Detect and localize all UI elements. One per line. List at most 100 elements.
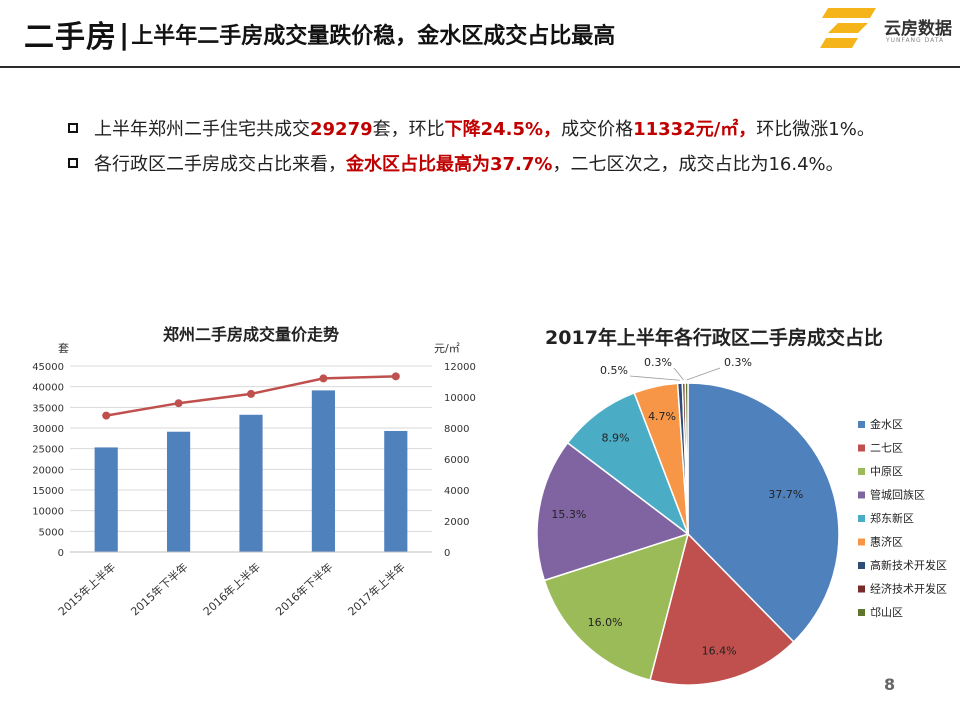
right-axis-tick-label: 10000 bbox=[444, 393, 476, 404]
section-title: 二手房 bbox=[24, 20, 117, 55]
legend-swatch bbox=[858, 585, 865, 593]
legend-swatch bbox=[858, 538, 865, 546]
left-axis-tick-label: 35000 bbox=[32, 403, 64, 414]
highlight-text: 金水区占比最高为37.7% bbox=[346, 154, 553, 175]
summary-bullet: 各行政区二手房成交占比来看，金水区占比最高为37.7%，二七区次之，成交占比为1… bbox=[64, 147, 904, 182]
left-axis-tick-label: 5000 bbox=[39, 527, 64, 538]
slice-data-label: 16.0% bbox=[588, 616, 623, 629]
slice-data-label: 15.3% bbox=[551, 508, 586, 521]
volume-bar bbox=[384, 430, 408, 552]
pie-slice bbox=[649, 532, 795, 686]
left-axis-tick-label: 0 bbox=[58, 548, 64, 559]
bullet-text: 上半年郑州二手住宅共成交 bbox=[94, 119, 310, 140]
bullet-square-icon bbox=[68, 158, 78, 168]
slice-data-label: 0.5% bbox=[600, 364, 628, 377]
leader-line bbox=[686, 367, 721, 381]
bullet-text: ，二七区次之，成交占比为16.4%。 bbox=[552, 154, 844, 175]
pie-slice bbox=[684, 382, 689, 535]
legend-label: 邙山区 bbox=[870, 605, 903, 619]
volume-bar bbox=[311, 390, 335, 552]
left-axis-tick-label: 30000 bbox=[32, 424, 64, 435]
summary-bullets: 上半年郑州二手住宅共成交29279套，环比下降24.5%，成交价格11332元/… bbox=[64, 112, 904, 182]
logo-subtext: YUNFANG DATA bbox=[886, 37, 945, 44]
slice-data-label: 8.9% bbox=[602, 431, 630, 444]
bullet-text: 环比微涨1%。 bbox=[756, 119, 875, 140]
volume-bar bbox=[94, 447, 118, 552]
district-share-pie-chart: 2017年上半年各行政区二手房成交占比 37.7% 16.4% 16.0% 15.3% 8… bbox=[536, 326, 947, 686]
left-axis-unit: 套 bbox=[58, 342, 69, 355]
right-axis-tick-label: 0 bbox=[444, 548, 450, 559]
logo-mark-icon bbox=[820, 8, 876, 48]
bullet-text: 套，环比 bbox=[372, 119, 445, 140]
chart-title: 郑州二手房成交量价走势 bbox=[163, 325, 339, 344]
right-axis-tick-label: 6000 bbox=[444, 455, 469, 466]
summary-bullet: 上半年郑州二手住宅共成交29279套，环比下降24.5%，成交价格11332元/… bbox=[64, 112, 904, 147]
page-number: 8 bbox=[884, 675, 896, 694]
left-axis-tick-label: 45000 bbox=[32, 362, 64, 373]
chart-title: 2017年上半年各行政区二手房成交占比 bbox=[545, 326, 883, 349]
right-axis-tick-label: 2000 bbox=[444, 517, 469, 528]
slice-data-label: 0.3% bbox=[724, 356, 752, 369]
highlight-text: 11332元/㎡， bbox=[633, 119, 757, 140]
legend-label: 经济技术开发区 bbox=[870, 582, 947, 596]
left-axis-tick-label: 40000 bbox=[32, 383, 64, 394]
legend-label: 郑东新区 bbox=[870, 511, 914, 525]
x-axis-category-label: 2017年上半年 bbox=[345, 560, 408, 619]
page-title: 上半年二手房成交量跌价稳，金水区成交占比最高 bbox=[131, 24, 616, 49]
legend-label: 惠济区 bbox=[870, 535, 903, 549]
left-axis-tick-label: 25000 bbox=[32, 445, 64, 456]
leader-line bbox=[673, 367, 684, 381]
bullet-square-icon bbox=[68, 123, 78, 133]
legend-swatch bbox=[858, 468, 865, 475]
legend-swatch bbox=[858, 609, 865, 616]
price-point bbox=[391, 372, 400, 381]
header: 二手房 | 上半年二手房成交量跌价稳，金水区成交占比最高 bbox=[24, 14, 616, 56]
legend-swatch bbox=[858, 562, 865, 569]
left-axis-tick-label: 15000 bbox=[32, 486, 64, 497]
price-point bbox=[174, 399, 183, 408]
company-logo: 云房数据 YUNFANG DATA bbox=[818, 6, 952, 52]
highlight-text: 29279 bbox=[310, 119, 373, 140]
legend-label: 金水区 bbox=[870, 417, 903, 431]
bullet-text: 成交价格 bbox=[561, 119, 634, 140]
left-axis-tick-label: 10000 bbox=[32, 507, 64, 518]
legend-label: 管城回族区 bbox=[870, 488, 925, 502]
legend-swatch bbox=[858, 515, 865, 522]
pie-slice bbox=[687, 382, 840, 643]
legend-swatch bbox=[858, 421, 865, 428]
leader-line bbox=[629, 375, 680, 381]
volume-bar bbox=[239, 414, 263, 552]
slice-data-label: 37.7% bbox=[768, 488, 803, 501]
legend-label: 中原区 bbox=[870, 465, 903, 478]
right-axis-unit: 元/㎡ bbox=[434, 342, 460, 355]
price-point bbox=[102, 411, 111, 420]
right-axis-tick-label: 8000 bbox=[444, 424, 469, 435]
legend-label: 高新技术开发区 bbox=[870, 558, 947, 572]
x-axis-category-label: 2016年上半年 bbox=[200, 560, 263, 619]
pie-slice bbox=[536, 441, 690, 582]
x-axis-category-label: 2016年下半年 bbox=[273, 560, 336, 619]
volume-bar bbox=[167, 431, 191, 552]
price-point bbox=[319, 374, 328, 383]
logo-text: 云房数据 bbox=[884, 19, 952, 39]
right-axis-tick-label: 4000 bbox=[444, 486, 469, 497]
bullet-text: 各行政区二手房成交占比来看， bbox=[94, 154, 346, 175]
x-axis-category-label: 2015年下半年 bbox=[128, 560, 191, 619]
right-axis-tick-label: 12000 bbox=[444, 362, 476, 373]
slice-data-label: 16.4% bbox=[702, 645, 737, 658]
price-point bbox=[247, 389, 255, 398]
legend-swatch bbox=[858, 444, 865, 452]
header-divider bbox=[0, 66, 960, 68]
x-axis-category-label: 2015年上半年 bbox=[55, 560, 118, 619]
legend-swatch bbox=[858, 491, 865, 499]
left-axis-tick-label: 20000 bbox=[32, 465, 64, 476]
highlight-text: 下降24.5%， bbox=[444, 119, 562, 140]
pie-slice bbox=[566, 391, 690, 537]
legend-label: 二七区 bbox=[870, 442, 903, 455]
title-separator: | bbox=[119, 17, 130, 51]
slice-data-label: 0.3% bbox=[644, 356, 672, 369]
pie-slice bbox=[543, 532, 690, 682]
slice-data-label: 4.7% bbox=[648, 410, 676, 423]
